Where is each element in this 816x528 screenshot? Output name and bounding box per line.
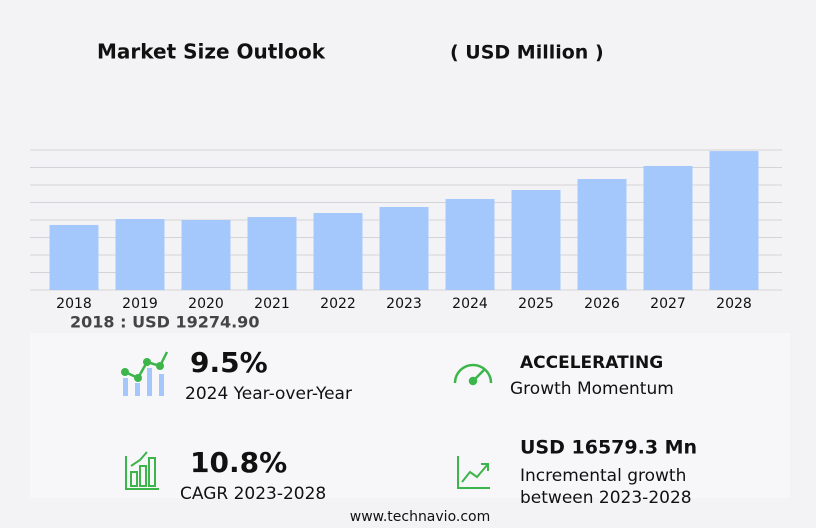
- x-tick-label: 2024: [452, 296, 488, 312]
- stats-panel: [30, 333, 790, 498]
- bar: [511, 190, 561, 290]
- base-label: 2018 : USD 19274.90: [70, 313, 259, 332]
- stat-value: 10.8%: [190, 446, 287, 479]
- stat-value: ACCELERATING: [520, 353, 663, 373]
- x-tick-label: 2020: [188, 296, 224, 312]
- bar: [709, 151, 759, 290]
- icon-yoy: [121, 351, 169, 396]
- stat-caption: Growth Momentum: [510, 379, 674, 399]
- chart-unit: ( USD Million ): [450, 42, 604, 64]
- x-tick-label: 2026: [584, 296, 620, 312]
- x-tick-label: 2019: [122, 296, 158, 312]
- footer: www.technavio.com: [350, 509, 491, 525]
- icon-cagr: [125, 451, 159, 490]
- bar: [577, 179, 627, 290]
- x-tick-label: 2023: [386, 296, 422, 312]
- stat-value: 9.5%: [190, 346, 268, 379]
- stat-caption: between 2023-2028: [520, 488, 692, 508]
- x-tick-label: 2021: [254, 296, 290, 312]
- bar: [181, 220, 231, 290]
- x-tick-label: 2025: [518, 296, 554, 312]
- stat-caption: Incremental growth: [520, 466, 686, 486]
- x-tick-label: 2018: [56, 296, 92, 312]
- stat-caption: CAGR 2023-2028: [180, 484, 326, 504]
- chart-title: Market Size Outlook: [97, 40, 326, 64]
- x-tick-label: 2027: [650, 296, 686, 312]
- bar: [247, 217, 297, 290]
- bar: [313, 213, 363, 290]
- bar: [445, 199, 495, 290]
- icon-gauge: [453, 363, 493, 386]
- x-tick-label: 2028: [716, 296, 752, 312]
- icon-growth: [457, 456, 490, 489]
- stat-value: USD 16579.3 Mn: [520, 437, 697, 459]
- bar: [49, 224, 99, 290]
- x-tick-label: 2022: [320, 296, 356, 312]
- bar: [379, 206, 429, 290]
- bar: [115, 219, 165, 290]
- stat-caption: 2024 Year-over-Year: [185, 384, 352, 404]
- bar: [643, 165, 693, 290]
